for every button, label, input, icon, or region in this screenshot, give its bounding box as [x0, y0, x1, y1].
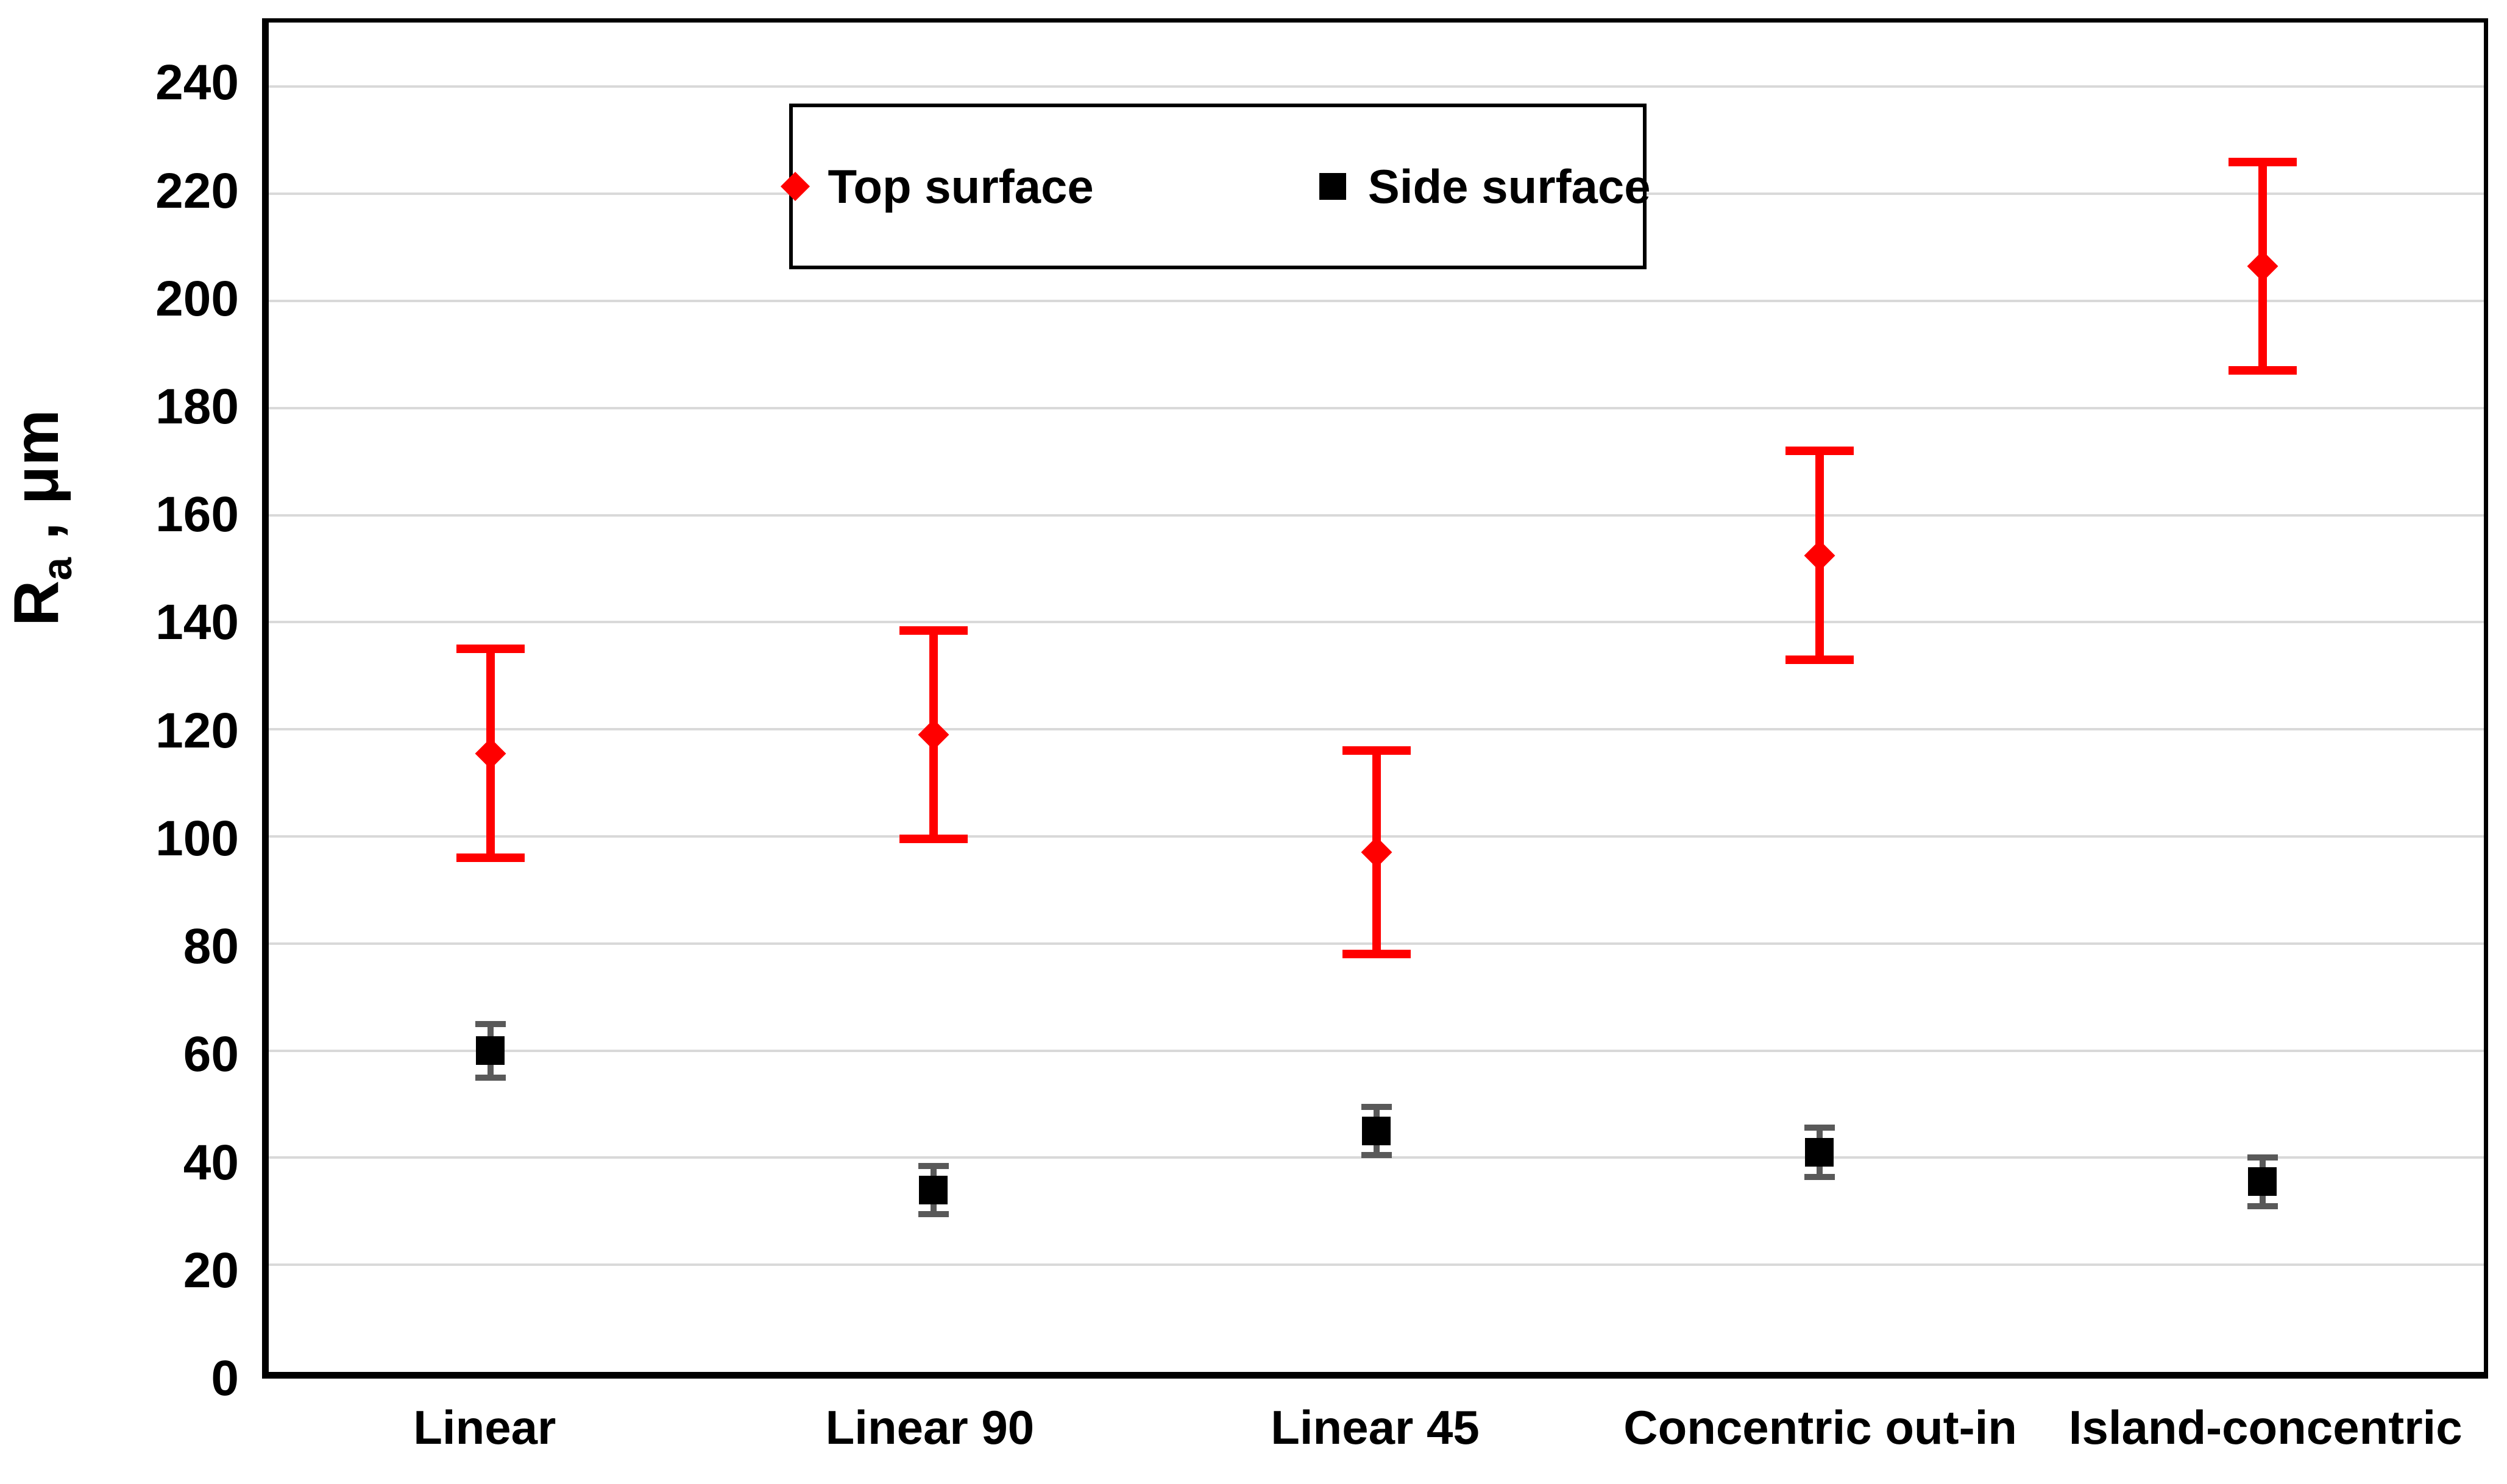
data-point-marker-diamond: [1361, 836, 1392, 868]
x-category-label: Concentric out-in: [1623, 1401, 2017, 1454]
error-bar-cap: [1804, 1125, 1835, 1131]
legend-label-top-surface: Top surface: [828, 159, 1094, 213]
y-tick-label: 60: [183, 1026, 239, 1083]
error-bar-cap: [1804, 1174, 1835, 1181]
error-bar-cap: [2228, 157, 2297, 166]
data-point-marker-square: [919, 1175, 948, 1204]
y-tick-label: 0: [211, 1351, 239, 1406]
error-bar-cap: [1342, 950, 1411, 959]
y-tick-label: 200: [155, 270, 239, 327]
error-bar-cap: [2228, 366, 2297, 375]
side-surface-square-icon: [1319, 173, 1346, 200]
y-tick-label: 120: [155, 702, 239, 758]
error-bar-cap: [918, 1162, 949, 1169]
plot-area: Top surface Side surface: [262, 18, 2488, 1379]
gridline: [269, 1263, 2484, 1267]
error-bar-cap: [1361, 1103, 1392, 1110]
y-tick-label: 80: [183, 919, 239, 975]
y-tick-label: 140: [155, 595, 239, 651]
legend: Top surface Side surface: [781, 103, 1651, 270]
y-axis-title-subscript: a: [34, 557, 80, 581]
gridline: [269, 728, 2484, 731]
error-bar-cap: [1785, 655, 1854, 664]
error-bar-cap: [899, 626, 968, 635]
y-tick-label: 100: [155, 810, 239, 866]
error-bar-cap: [1342, 746, 1411, 755]
y-tick-label: 180: [155, 379, 239, 434]
y-tick-label: 20: [183, 1242, 239, 1298]
error-bar-cap: [1785, 447, 1854, 456]
error-bar-cap: [1361, 1152, 1392, 1159]
x-category-label: Island-concentric: [2068, 1401, 2463, 1454]
data-point-marker-square: [1362, 1116, 1391, 1145]
top-surface-diamond-icon: [781, 172, 810, 202]
data-point-marker-square: [1805, 1138, 1834, 1167]
error-bar-cap: [899, 835, 968, 844]
legend-item-top-surface: Top surface: [781, 159, 1094, 214]
gridline: [269, 300, 2484, 303]
gridline: [269, 621, 2484, 624]
error-bar-cap: [456, 645, 525, 654]
gridline: [269, 406, 2484, 409]
x-category-label: Linear 45: [1271, 1401, 1480, 1454]
y-tick-label: 160: [155, 487, 239, 543]
gridline: [269, 1049, 2484, 1052]
error-bar-cap: [456, 853, 525, 863]
gridline: [269, 514, 2484, 517]
y-tick-label: 220: [155, 163, 239, 219]
x-category-label: Linear: [413, 1401, 556, 1454]
data-point-marker-diamond: [2247, 250, 2278, 282]
gridline: [269, 85, 2484, 88]
error-bar-cap: [2247, 1203, 2278, 1209]
y-tick-label: 240: [155, 55, 239, 111]
error-bar-cap: [475, 1074, 506, 1081]
error-bar-cap: [475, 1020, 506, 1027]
data-point-marker-square: [2248, 1167, 2277, 1196]
error-bar-cap: [918, 1210, 949, 1217]
legend-item-side-surface: Side surface: [1319, 159, 1651, 214]
x-category-label: Linear 90: [825, 1401, 1035, 1454]
legend-label-side-surface: Side surface: [1367, 159, 1651, 213]
data-point-marker-square: [476, 1036, 505, 1065]
data-point-marker-diamond: [918, 719, 949, 751]
error-bar-cap: [2247, 1154, 2278, 1161]
y-tick-label: 40: [183, 1134, 239, 1190]
data-point-marker-diamond: [475, 738, 506, 769]
data-point-marker-diamond: [1804, 540, 1835, 571]
